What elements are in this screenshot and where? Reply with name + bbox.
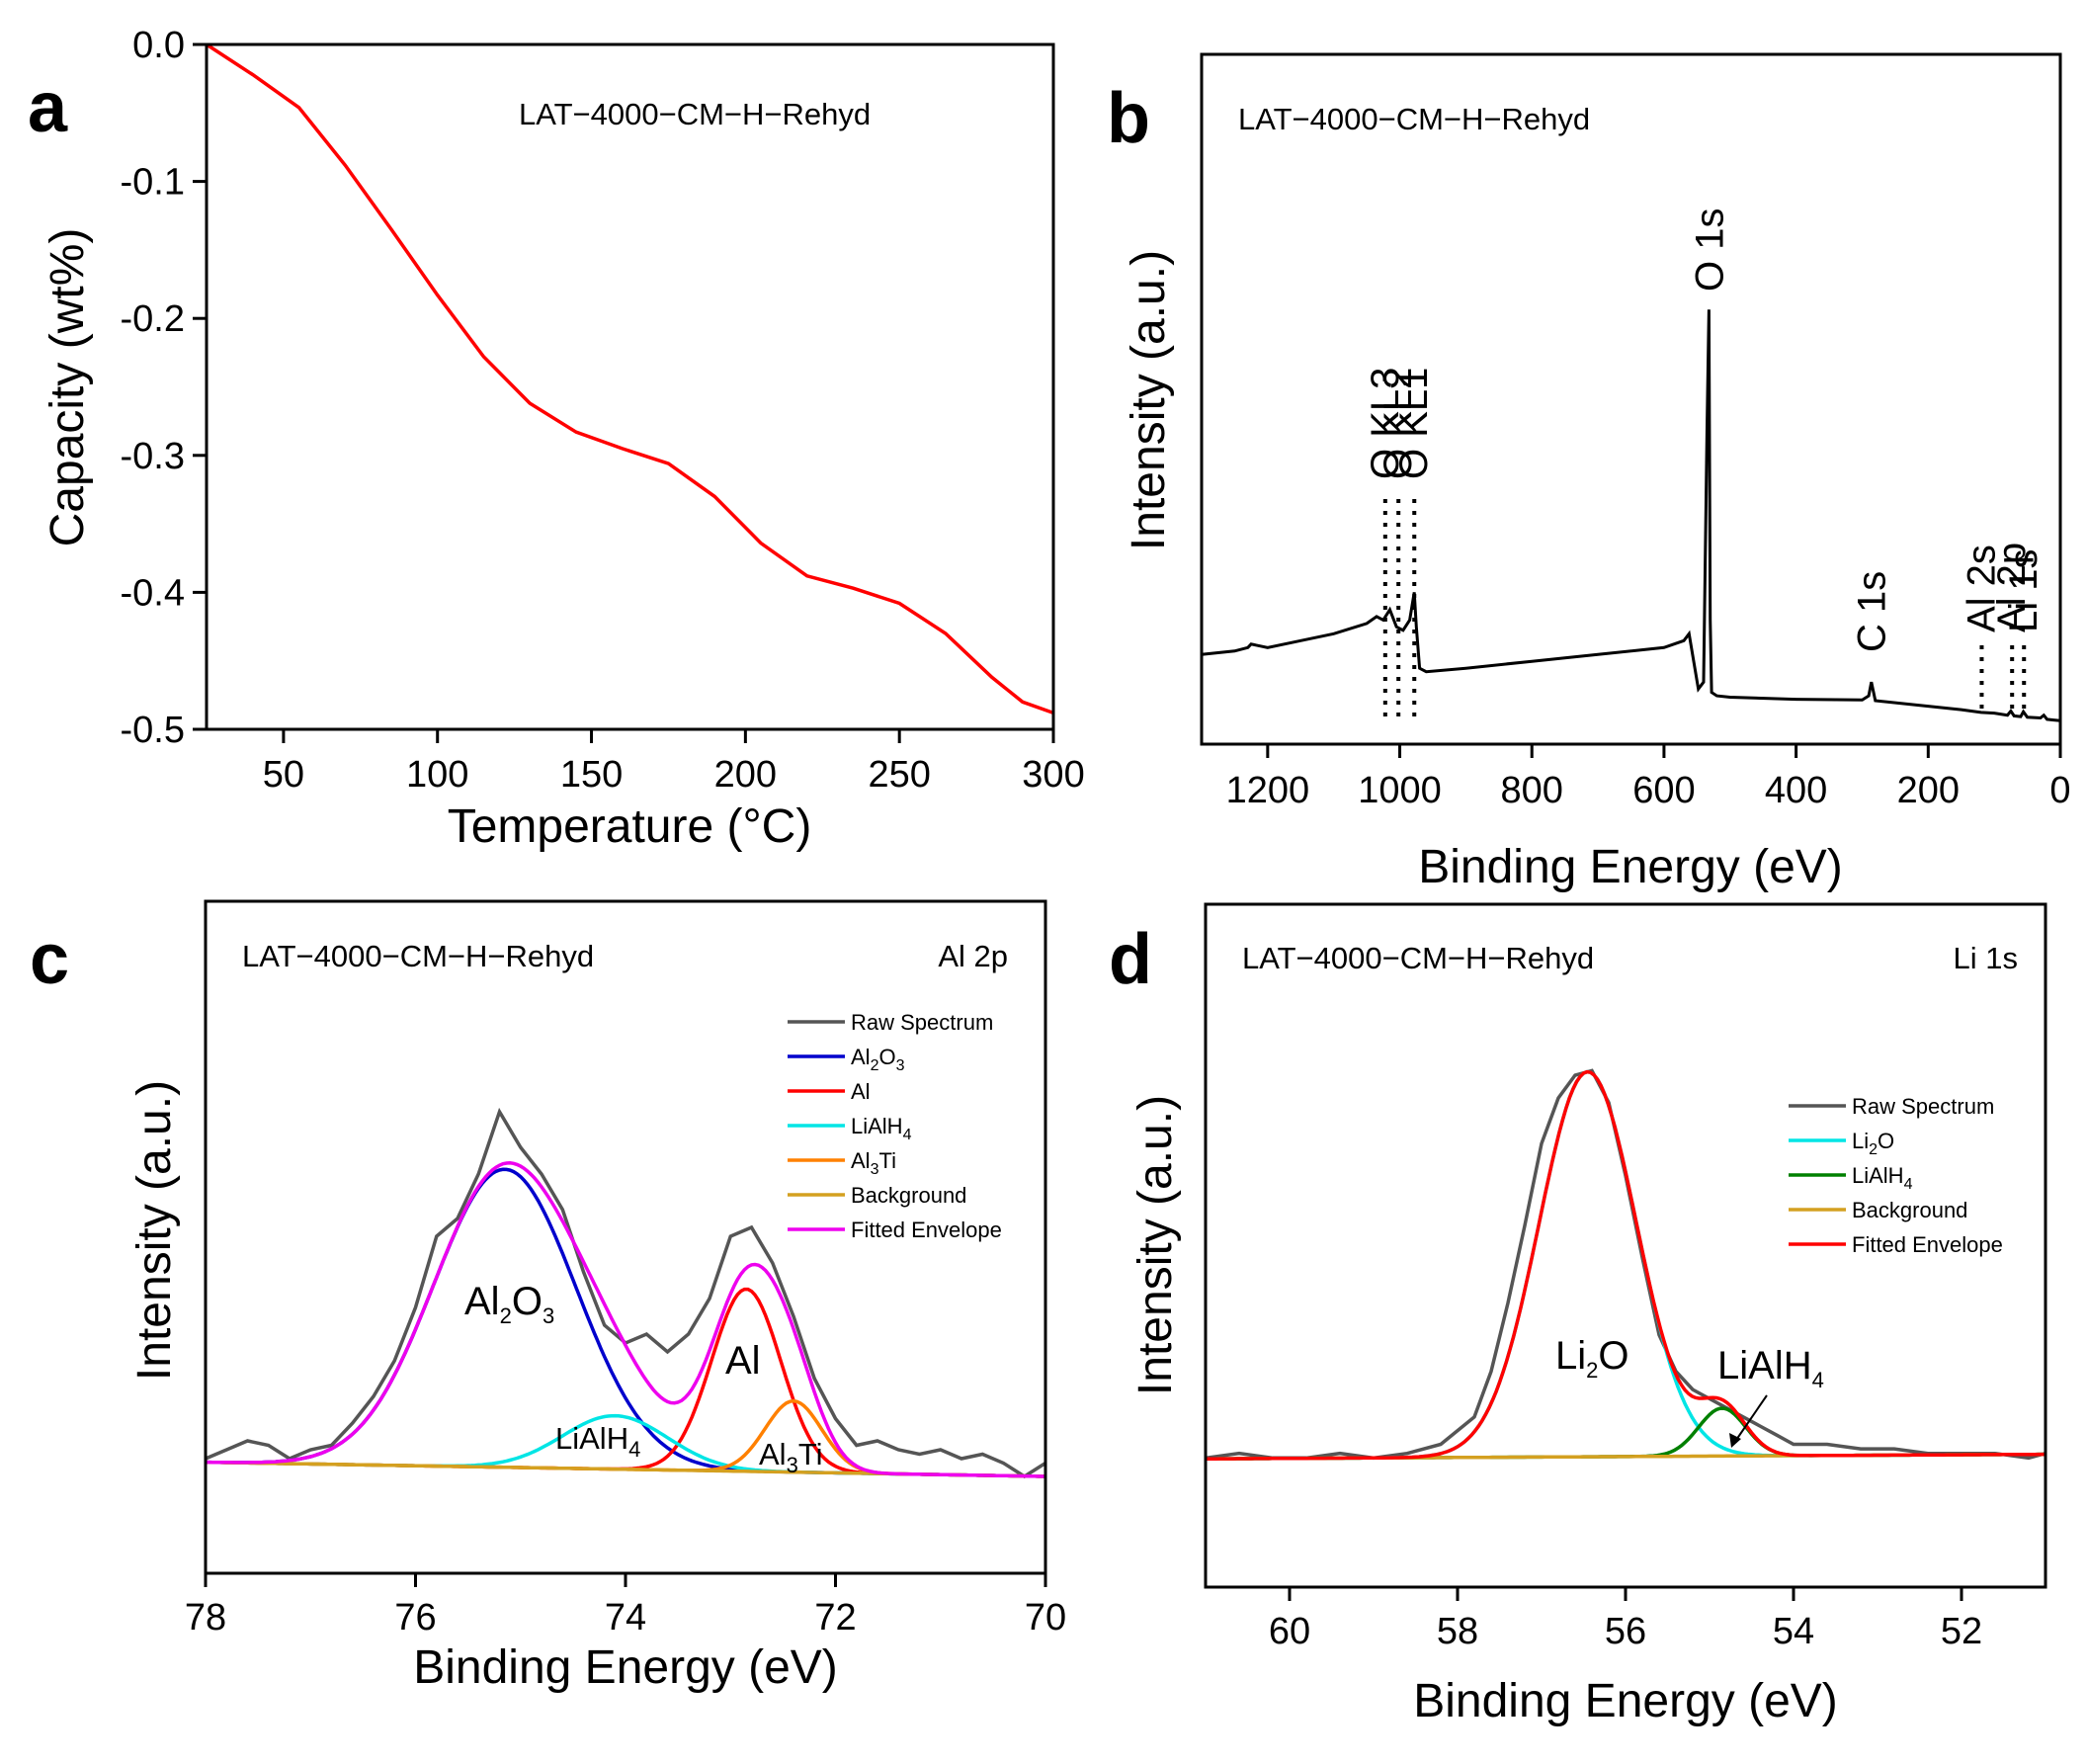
panel-d-legend-entry-env: Fitted Envelope <box>1852 1232 2003 1257</box>
panel-a-ytick-label: -0.1 <box>121 162 185 204</box>
panel-c-legend-entry-raw: Raw Spectrum <box>851 1010 993 1035</box>
panel-c-legend-entry-al2o3: Al2O3 <box>851 1045 905 1074</box>
panel-b-peak-annotation: O 1s <box>1689 209 1732 292</box>
panel-b-label: b <box>1107 79 1150 158</box>
panel-c: c 78 76 74 72 70 LAT−4000−CM−H−Rehyd Al 2p R… <box>30 899 1066 1694</box>
panel-c-legend: Raw Spectrum Al2O3 Al LiAlH4 Al3Ti Background… <box>788 1010 1002 1242</box>
panel-b-xtick-label: 0 <box>2049 770 2070 811</box>
panel-b-xtick-label: 1200 <box>1226 770 1310 811</box>
panel-d-series-li2o <box>1206 1069 2045 1461</box>
panel-d-xtick-label: 54 <box>1773 1611 1814 1652</box>
panel-b-peak-annotation: Al 2s <box>1961 545 2004 632</box>
panel-a-ytick-label: -0.4 <box>121 572 185 614</box>
panel-b-frame <box>1200 52 2062 746</box>
panel-d-legend-entry-bg: Background <box>1852 1198 1967 1222</box>
panel-b-xtick-label: 200 <box>1897 770 1960 811</box>
panel-c-xtick-label: 74 <box>605 1597 646 1638</box>
panel-a-ytick-label: 0.0 <box>132 25 185 66</box>
panel-d: d 60 58 56 54 52 LAT−4000−CM−H−Rehyd Li 1s R… <box>1109 902 2047 1727</box>
panel-b-peak-annotation: O KL2 <box>1377 368 1420 479</box>
panel-c-peak-label-al3ti: Al3Ti <box>759 1437 823 1477</box>
panel-d-lialh4-arrowhead <box>1729 1433 1741 1448</box>
panel-a-frame <box>205 42 1055 731</box>
panel-c-legend-entry-lialh4: LiAlH4 <box>851 1114 912 1143</box>
panel-d-ylabel: Intensity (a.u.) <box>1129 1095 1182 1395</box>
panel-c-legend-entry-bg: Background <box>851 1183 966 1208</box>
panel-a-ytick-label: -0.5 <box>121 710 185 751</box>
panel-d-label: d <box>1109 920 1152 999</box>
panel-c-xtick-label: 78 <box>185 1597 226 1638</box>
panel-b-xtick-label: 400 <box>1765 770 1827 811</box>
panel-c-xtick-label: 70 <box>1025 1597 1066 1638</box>
panel-b-xtick-label: 800 <box>1501 770 1563 811</box>
panel-d-legend-entry-raw: Raw Spectrum <box>1852 1094 1994 1119</box>
panel-b-xtick-label: 1000 <box>1358 770 1442 811</box>
panel-d-legend-entry-li2o: Li2O <box>1852 1129 1894 1158</box>
panel-c-peak-label-al2o3: Al2O3 <box>464 1280 554 1328</box>
panel-d-series-raw-spectrum <box>1205 1068 2046 1461</box>
panel-d-xtick-label: 52 <box>1941 1611 1982 1652</box>
panel-b-note: LAT−4000−CM−H−Rehyd <box>1238 102 1590 136</box>
panel-b-peak-annotation: Al 2p <box>1990 543 2034 632</box>
panel-b-survey-line <box>1201 309 2061 722</box>
panel-d-region: Li 1s <box>1954 941 2018 975</box>
panel-c-xtick-label: 72 <box>814 1597 856 1638</box>
panel-a-xtick-label: 50 <box>263 754 304 796</box>
panel-c-legend-entry-env: Fitted Envelope <box>851 1218 1002 1242</box>
panel-d-legend: Raw Spectrum Li2O LiAlH4 Background Fitted E… <box>1789 1094 2003 1257</box>
panel-a-xtick-label: 250 <box>868 754 930 796</box>
panel-d-xtick-label: 56 <box>1605 1611 1646 1652</box>
panel-a-label: a <box>28 68 68 147</box>
panel-a-ylabel: Capacity (wt%) <box>42 228 94 547</box>
panel-a: a 0.0 -0.1 -0.2 -0.3 -0.4 -0.5 50 100 150 200 250… <box>28 25 1085 853</box>
panel-d-xtick-label: 60 <box>1269 1611 1310 1652</box>
panel-b-peak-annotation: C 1s <box>1851 571 1894 652</box>
panel-a-xtick-label: 150 <box>560 754 623 796</box>
panel-b-peak-annotation: O KL3 <box>1364 368 1407 479</box>
panel-a-note: LAT−4000−CM−H−Rehyd <box>519 97 871 131</box>
panel-d-note: LAT−4000−CM−H−Rehyd <box>1242 941 1594 975</box>
panel-d-frame <box>1204 902 2047 1589</box>
panel-b-xlabel: Binding Energy (eV) <box>1418 841 1843 893</box>
panel-d-peak-label-li2o: Li2O <box>1555 1334 1629 1383</box>
panel-d-xtick-label: 58 <box>1437 1611 1478 1652</box>
panel-b-peak-annotation: Li 1s <box>2002 549 2045 633</box>
panel-a-xtick-label: 300 <box>1022 754 1084 796</box>
panel-d-peak-label-lialh4: LiAlH4 <box>1717 1344 1824 1392</box>
panel-c-ylabel: Intensity (a.u.) <box>128 1080 181 1381</box>
panel-b-ylabel: Intensity (a.u.) <box>1123 250 1175 550</box>
panel-a-xlabel: Temperature (°C) <box>448 800 812 853</box>
panel-a-xtick-label: 200 <box>714 754 777 796</box>
panel-a-ytick-label: -0.2 <box>121 298 185 340</box>
panel-c-label: c <box>30 920 69 999</box>
panel-b-peak-annotation: O KL1 <box>1392 368 1436 479</box>
panel-a-xtick-label: 100 <box>406 754 468 796</box>
panel-a-capacity-line <box>206 42 1054 715</box>
panel-d-series-fitted-envelope <box>1206 1069 2045 1461</box>
panel-c-legend-entry-al: Al <box>851 1079 871 1104</box>
panel-d-xlabel: Binding Energy (eV) <box>1413 1675 1838 1727</box>
panel-c-peak-label-lialh4: LiAlH4 <box>555 1421 640 1462</box>
panel-c-xtick-label: 76 <box>394 1597 436 1638</box>
panel-c-series-fitted-envelope <box>206 1161 1046 1478</box>
panel-c-legend-entry-al3ti: Al3Ti <box>851 1148 896 1178</box>
panel-d-legend-entry-lialh4: LiAlH4 <box>1852 1163 1913 1193</box>
panel-c-note: LAT−4000−CM−H−Rehyd <box>242 939 594 973</box>
panel-c-frame <box>204 899 1047 1575</box>
panel-c-region: Al 2p <box>938 939 1008 973</box>
panel-c-peak-label-al: Al <box>725 1339 761 1383</box>
panel-c-xlabel: Binding Energy (eV) <box>413 1641 838 1694</box>
panel-a-ytick-label: -0.3 <box>121 436 185 477</box>
panel-b-xtick-label: 600 <box>1632 770 1695 811</box>
panel-d-lialh4-arrow <box>1733 1394 1768 1444</box>
